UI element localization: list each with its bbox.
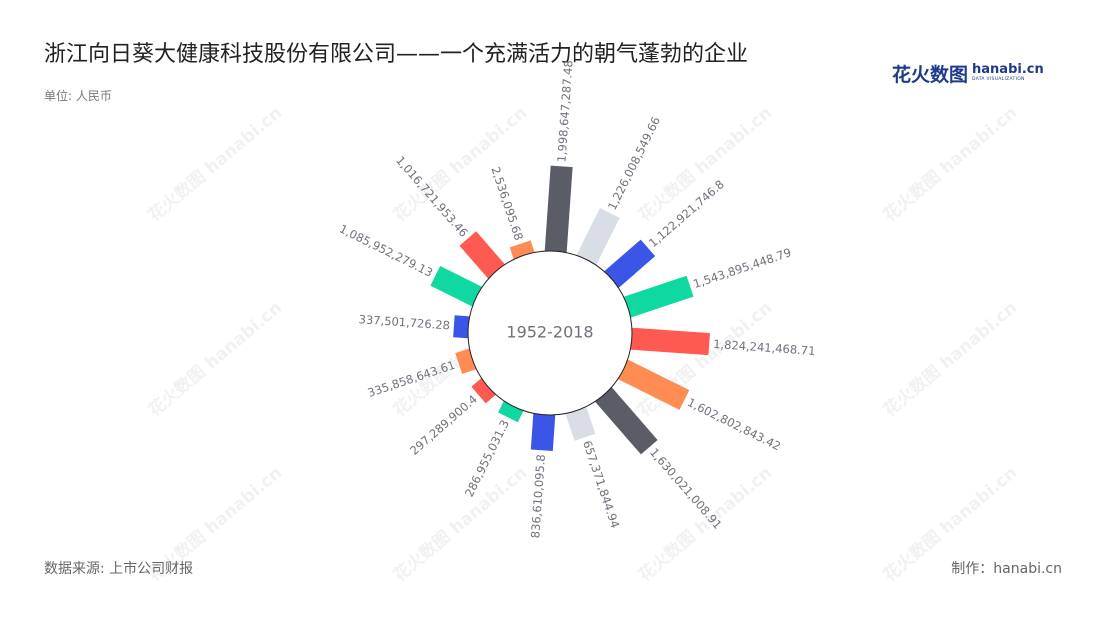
bar-value-label: 1,543,895,448.79 bbox=[691, 245, 793, 291]
maker-credit: 制作：hanabi.cn bbox=[951, 561, 1062, 577]
logo-right: hanabi.cn DATA VISUALIZATION bbox=[972, 63, 1044, 83]
polar-bar bbox=[620, 275, 694, 319]
bar-value-label: 2,536,095.68 bbox=[488, 165, 526, 242]
center-label: 1952-2018 bbox=[506, 323, 593, 342]
bar-value-label: 297,289,900.4 bbox=[407, 392, 480, 458]
polar-bar bbox=[574, 208, 620, 269]
polar-bar bbox=[544, 165, 573, 256]
chart-title: 浙江向日葵大健康科技股份有限公司——一个充满活力的朝气蓬勃的企业 bbox=[44, 42, 749, 67]
bar-value-label: 335,858,643.61 bbox=[366, 358, 457, 400]
bar-value-label: 836,610,095.8 bbox=[528, 454, 548, 539]
logo-en-text: hanabi.cn bbox=[972, 62, 1044, 78]
logo-cn-text: 花火数图 bbox=[892, 63, 969, 86]
polar-bar bbox=[530, 410, 556, 452]
data-source: 数据来源: 上市公司财报 bbox=[44, 561, 194, 577]
bar-value-label: 1,630,021,008.91 bbox=[647, 445, 725, 531]
bar-value-label: 286,955,031.3 bbox=[462, 418, 512, 500]
polar-bar bbox=[430, 265, 486, 309]
center-circle bbox=[467, 250, 633, 416]
polar-bar bbox=[459, 231, 508, 282]
polar-bar bbox=[627, 327, 710, 356]
polar-bar bbox=[614, 357, 690, 410]
bar-value-label: 1,998,647,287.48 bbox=[554, 60, 575, 163]
brand-logo: 花火数图 hanabi.cn DATA VISUALIZATION bbox=[892, 60, 1044, 86]
polar-bar bbox=[564, 403, 596, 441]
bar-value-label: 1,602,802,843.42 bbox=[685, 395, 783, 453]
logo-sub-text: DATA VISUALIZATION bbox=[972, 77, 1025, 83]
bar-value-label: 1,016,721,953.46 bbox=[393, 153, 471, 239]
bar-value-label: 1,085,952,279.13 bbox=[337, 222, 435, 280]
polar-bar bbox=[471, 375, 499, 404]
bar-value-label: 337,501,726.28 bbox=[358, 312, 450, 332]
polar-bar bbox=[601, 239, 656, 291]
bar-value-label: 1,226,008,549.66 bbox=[605, 114, 663, 212]
polar-bar bbox=[592, 384, 658, 455]
bar-value-label: 657,371,844.94 bbox=[580, 439, 622, 530]
bar-value-label: 1,824,241,468.71 bbox=[713, 337, 816, 358]
unit-label: 单位: 人民币 bbox=[44, 89, 112, 103]
bar-value-label: 1,122,921,746.8 bbox=[646, 177, 727, 250]
polar-bar bbox=[498, 397, 526, 423]
